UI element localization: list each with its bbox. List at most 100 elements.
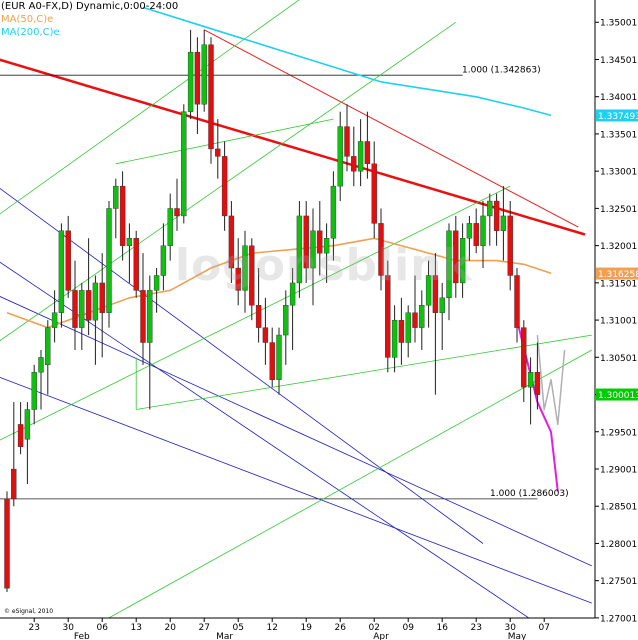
x-tick-label: 19 <box>300 623 312 633</box>
candle-body <box>371 163 377 224</box>
candle-20 <box>140 253 146 365</box>
candle-body <box>412 312 418 328</box>
candle-61 <box>419 290 425 350</box>
candle-48 <box>330 171 337 261</box>
candle-body <box>364 141 371 165</box>
candle-44 <box>303 201 309 283</box>
candle-body <box>215 148 221 157</box>
trendline-0 <box>0 58 586 236</box>
y-tick-label: 1.275013 <box>600 577 638 587</box>
trendline-11 <box>107 349 592 618</box>
candle-body <box>283 305 289 336</box>
price-tag <box>596 109 638 122</box>
candle-body <box>51 312 58 328</box>
candle-69 <box>473 208 479 254</box>
candle-43 <box>296 201 303 298</box>
candle-18 <box>126 223 133 283</box>
candle-body <box>357 141 364 172</box>
x-tick-label: 30 <box>62 623 74 633</box>
candle-body <box>153 275 160 291</box>
candle-body <box>221 156 228 217</box>
trendline-10 <box>0 185 511 441</box>
candle-body <box>201 44 207 105</box>
candle-64 <box>439 282 445 350</box>
candle-body <box>337 126 343 187</box>
candle-body <box>289 282 296 306</box>
candle-body <box>235 267 241 291</box>
price-tag-label: 1.337493 <box>598 112 638 122</box>
candle-38 <box>262 297 269 365</box>
candle-42 <box>289 268 296 350</box>
candle-0 <box>4 491 10 592</box>
candle-body <box>255 305 262 328</box>
x-tick-label: 23 <box>470 623 481 633</box>
candle-15 <box>106 201 112 328</box>
candle-16 <box>113 178 119 239</box>
candle-body <box>187 51 194 112</box>
y-tick-label: 1.315013 <box>600 279 638 289</box>
candle-46 <box>317 201 323 276</box>
candle-body <box>344 126 350 157</box>
x-tick-label: 16 <box>436 623 448 633</box>
watermark-text: logonsblink <box>175 240 473 291</box>
candle-60 <box>412 275 418 343</box>
candle-5 <box>38 349 44 410</box>
candle-31 <box>215 119 221 179</box>
candle-24 <box>167 193 173 261</box>
candle-body <box>228 215 235 269</box>
y-tick-label: 1.330013 <box>600 168 638 178</box>
candle-11 <box>79 282 85 350</box>
candle-body <box>391 319 398 358</box>
x-month-label: Feb <box>74 632 90 640</box>
candle-28 <box>194 37 201 135</box>
trendline-16 <box>536 335 566 426</box>
candle-72 <box>493 193 500 246</box>
y-tick-label: 1.340013 <box>600 93 638 103</box>
candle-12 <box>85 238 92 336</box>
x-tick-label: 02 <box>368 623 379 633</box>
ma50-legend-label: MA(50,C)e <box>1 14 54 25</box>
price-tag <box>596 267 638 280</box>
candle-body <box>527 372 534 388</box>
x-tick-label: 23 <box>28 623 39 633</box>
candle-body <box>11 468 17 500</box>
y-tick-label: 1.285013 <box>600 503 638 513</box>
trendlines <box>0 0 592 618</box>
candle-body <box>303 215 309 269</box>
x-month-label: Apr <box>373 632 389 640</box>
price-tag <box>596 388 638 401</box>
trendline-15 <box>516 319 559 492</box>
candle-78 <box>534 342 541 410</box>
candle-body <box>38 357 44 373</box>
candle-body <box>72 290 78 328</box>
candle-body <box>99 282 105 313</box>
candle-body <box>453 230 459 284</box>
candle-34 <box>235 238 241 306</box>
trendline-5 <box>0 376 592 604</box>
candlesticks <box>4 29 541 592</box>
candle-51 <box>351 126 357 187</box>
trendline-12 <box>115 118 334 165</box>
candle-53 <box>364 111 371 179</box>
candle-52 <box>357 119 364 187</box>
candle-39 <box>269 327 275 388</box>
y-tick-label: 1.350013 <box>600 19 638 29</box>
candle-77 <box>527 357 534 425</box>
candle-66 <box>453 215 459 298</box>
copyright-notice: © eSignal, 2010 <box>4 608 54 615</box>
trendline-1 <box>203 29 579 228</box>
candle-9 <box>65 215 71 298</box>
x-month-label: Mar <box>216 632 233 640</box>
y-tick-label: 1.345013 <box>600 56 638 66</box>
candle-body <box>317 230 323 254</box>
trendline-8 <box>0 0 300 215</box>
ma200-legend-label: MA(200,C)e <box>1 27 60 38</box>
candle-body <box>521 327 527 388</box>
candle-body <box>31 372 37 410</box>
candle-body <box>419 305 425 328</box>
candle-23 <box>160 223 167 291</box>
y-tick-label: 1.280013 <box>600 540 638 550</box>
candle-13 <box>92 275 99 365</box>
candle-body <box>473 223 479 246</box>
candle-3 <box>24 402 31 484</box>
